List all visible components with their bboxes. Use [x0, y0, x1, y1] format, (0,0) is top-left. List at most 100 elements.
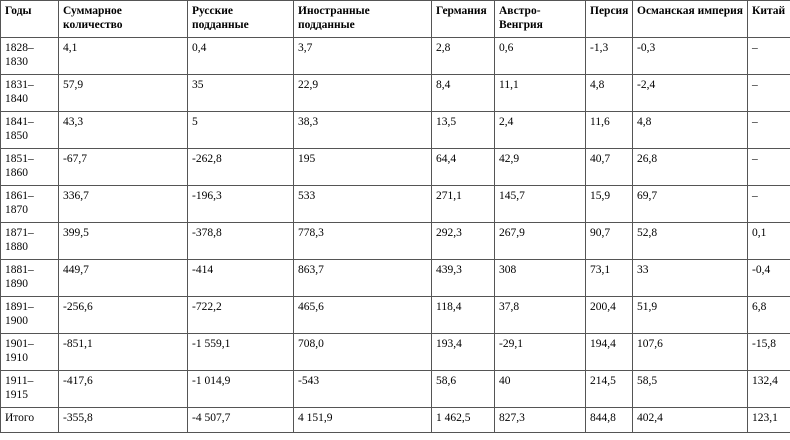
value-cell: 37,8	[494, 296, 586, 334]
value-cell: 15,9	[585, 185, 633, 223]
value-cell: 11,1	[494, 74, 586, 112]
value-cell: -1 014,9	[187, 370, 294, 408]
value-cell: -262,8	[187, 148, 294, 186]
value-cell: –	[747, 111, 790, 149]
value-cell: 271,1	[431, 185, 495, 223]
value-cell: 465,6	[293, 296, 432, 334]
value-cell: 0,1	[747, 222, 790, 260]
value-cell: 26,8	[632, 148, 748, 186]
value-cell: 4 151,9	[293, 407, 432, 433]
table-row: 1901–1910 -851,1 -1 559,1 708,0 193,4 -29,1 19…	[0, 333, 790, 371]
period-cell: 1828–1830	[0, 37, 59, 75]
value-cell: 145,7	[494, 185, 586, 223]
value-cell: 193,4	[431, 333, 495, 371]
table-row: 1828–1830 4,1 0,4 3,7 2,8 0,6 -1,3 -0,3–	[0, 37, 790, 75]
value-cell: 40,7	[585, 148, 633, 186]
value-cell: -378,8	[187, 222, 294, 260]
header-cell: Османская империя	[632, 0, 748, 38]
period-cell: 1901–1910	[0, 333, 59, 371]
value-cell: 708,0	[293, 333, 432, 371]
value-cell: 214,5	[585, 370, 633, 408]
period-cell: 1911–1915	[0, 370, 59, 408]
period-cell: 1841–1850	[0, 111, 59, 149]
value-cell: 2,4	[494, 111, 586, 149]
value-cell: 449,7	[58, 259, 188, 297]
period-cell: 1831–1840	[0, 74, 59, 112]
value-cell: 11,6	[585, 111, 633, 149]
value-cell: 336,7	[58, 185, 188, 223]
value-cell: 4,8	[585, 74, 633, 112]
value-cell: 863,7	[293, 259, 432, 297]
header-row: Годы Суммарное количество Русские подданны…	[0, 0, 790, 38]
value-cell: 200,4	[585, 296, 633, 334]
value-cell: 402,4	[632, 407, 748, 433]
value-cell: 195	[293, 148, 432, 186]
period-cell: 1861–1870	[0, 185, 59, 223]
value-cell: 35	[187, 74, 294, 112]
table-row: 1881–1890 449,7 -414 863,7 439,3 308 73,1 33 -0,…	[0, 259, 790, 297]
header-cell: Германия	[431, 0, 495, 38]
value-cell: -15,8	[747, 333, 790, 371]
period-cell: Итого	[0, 407, 59, 433]
value-cell: 52,8	[632, 222, 748, 260]
value-cell: 292,3	[431, 222, 495, 260]
value-cell: -256,6	[58, 296, 188, 334]
value-cell: -67,7	[58, 148, 188, 186]
value-cell: 0,4	[187, 37, 294, 75]
header-cell: Австро-Венгрия	[494, 0, 586, 38]
table-row: Итого -355,8 -4 507,7 4 151,9 1 462,5 827,3 84…	[0, 407, 790, 433]
value-cell: 308	[494, 259, 586, 297]
table-row: 1911–1915 -417,6 -1 014,9 -543 58,6 40 214,5 58…	[0, 370, 790, 408]
table-header: Годы Суммарное количество Русские подданны…	[0, 0, 790, 38]
value-cell: 8,4	[431, 74, 495, 112]
value-cell: –	[747, 74, 790, 112]
table-row: 1851–1860 -67,7 -262,8 195 64,4 42,9 40,7 26,8–	[0, 148, 790, 186]
period-cell: 1891–1900	[0, 296, 59, 334]
value-cell: –	[747, 37, 790, 75]
value-cell: 439,3	[431, 259, 495, 297]
header-cell: Персия	[585, 0, 633, 38]
value-cell: 58,6	[431, 370, 495, 408]
value-cell: 6,8	[747, 296, 790, 334]
period-cell: 1881–1890	[0, 259, 59, 297]
value-cell: -4 507,7	[187, 407, 294, 433]
value-cell: -543	[293, 370, 432, 408]
value-cell: 90,7	[585, 222, 633, 260]
value-cell: 778,3	[293, 222, 432, 260]
value-cell: -1,3	[585, 37, 633, 75]
value-cell: 4,8	[632, 111, 748, 149]
value-cell: 267,9	[494, 222, 586, 260]
value-cell: 51,9	[632, 296, 748, 334]
value-cell: 0,6	[494, 37, 586, 75]
header-cell: Годы	[0, 0, 59, 38]
table-row: 1861–1870 336,7 -196,3 533 271,1 145,7 15,9 69,…	[0, 185, 790, 223]
table-row: 1841–1850 43,3 5 38,3 13,5 2,4 11,6 4,8–	[0, 111, 790, 149]
table-row: 1871–1880 399,5 -378,8 778,3 292,3 267,9 90,7 5…	[0, 222, 790, 260]
value-cell: 399,5	[58, 222, 188, 260]
table-body: 1828–1830 4,1 0,4 3,7 2,8 0,6 -1,3 -0,3–1831–18…	[0, 37, 790, 433]
value-cell: –	[747, 185, 790, 223]
table-row: 1831–1840 57,9 35 22,9 8,4 11,1 4,8 -2,4–	[0, 74, 790, 112]
value-cell: 1 462,5	[431, 407, 495, 433]
value-cell: 73,1	[585, 259, 633, 297]
value-cell: -851,1	[58, 333, 188, 371]
value-cell: 107,6	[632, 333, 748, 371]
value-cell: 58,5	[632, 370, 748, 408]
value-cell: 13,5	[431, 111, 495, 149]
value-cell: 827,3	[494, 407, 586, 433]
table-row: 1891–1900 -256,6 -722,2 465,6 118,4 37,8 200,4…	[0, 296, 790, 334]
value-cell: 43,3	[58, 111, 188, 149]
header-cell: Русские подданные	[187, 0, 294, 38]
value-cell: 69,7	[632, 185, 748, 223]
value-cell: -1 559,1	[187, 333, 294, 371]
value-cell: 22,9	[293, 74, 432, 112]
value-cell: -355,8	[58, 407, 188, 433]
value-cell: -0,4	[747, 259, 790, 297]
value-cell: 844,8	[585, 407, 633, 433]
header-cell: Суммарное количество	[58, 0, 188, 38]
value-cell: -2,4	[632, 74, 748, 112]
value-cell: -414	[187, 259, 294, 297]
value-cell: 57,9	[58, 74, 188, 112]
value-cell: 5	[187, 111, 294, 149]
